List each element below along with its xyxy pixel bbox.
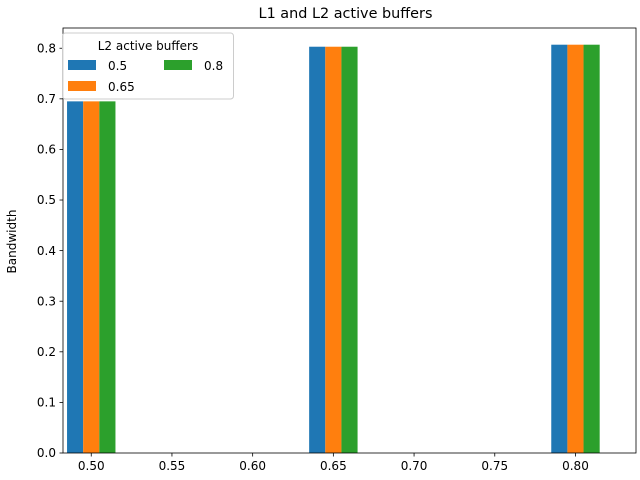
y-tick-label: 0.5 [37,193,56,207]
bar [83,101,100,454]
y-tick-label: 0.4 [37,244,56,258]
bar [67,101,84,454]
y-tick-label: 0.2 [37,345,56,359]
legend-swatch [164,60,192,70]
bar [99,101,116,454]
x-tick-label: 0.65 [320,459,347,473]
plot-frame [62,27,637,454]
bar [583,44,600,453]
bar [341,46,358,453]
legend-label: 0.8 [204,59,223,73]
x-tick-label: 0.70 [401,459,428,473]
y-tick-label: 0.8 [37,41,56,55]
legend-title: L2 active buffers [98,39,198,53]
bar [309,46,326,453]
legend-swatch [68,60,96,70]
y-tick-label: 0.0 [37,446,56,460]
x-tick-label: 0.50 [78,459,105,473]
axes-layer: 0.50 0.55 0.60 0.65 0.70 0.75 0.80 0.0 0.1 0.2 0.3… [37,27,637,473]
bar [567,44,584,453]
y-tick-label: 0.7 [37,92,56,106]
legend-swatch [68,81,96,91]
x-tick-label: 0.75 [481,459,508,473]
legend-label: 0.65 [108,80,135,94]
y-axis-label: Bandwidth [5,210,19,274]
y-tick-label: 0.6 [37,143,56,157]
x-tick-label: 0.55 [159,459,186,473]
legend-box [62,32,234,100]
legend: L2 active buffers 0.5 0.65 0.8 [62,32,234,100]
chart-title: L1 and L2 active buffers [259,6,433,22]
bar [325,46,342,453]
y-tick-label: 0.3 [37,294,56,308]
x-tick-label: 0.60 [239,459,266,473]
legend-label: 0.5 [108,59,127,73]
bars-layer [67,44,600,454]
x-tick-label: 0.80 [562,459,589,473]
bar [551,44,568,453]
y-tick-label: 0.1 [37,396,56,410]
